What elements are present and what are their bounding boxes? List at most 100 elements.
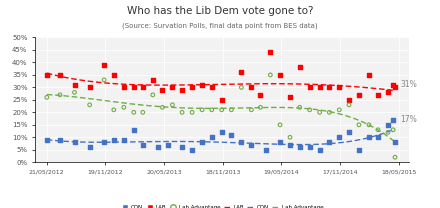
LAB [101, 63, 108, 67]
CON [238, 141, 245, 144]
Lab Advantage [149, 93, 156, 97]
Lab Advantage [248, 108, 255, 111]
LAB [296, 66, 303, 69]
CON [316, 148, 323, 151]
Lab Advantage [286, 136, 293, 139]
LAB [336, 86, 343, 89]
CON [286, 143, 293, 146]
CON [43, 138, 50, 141]
LAB [257, 93, 264, 97]
LAB [169, 86, 176, 89]
Lab Advantage [228, 108, 235, 111]
CON [56, 138, 63, 141]
CON [389, 118, 396, 121]
CON [262, 148, 269, 151]
Lab Advantage [267, 73, 274, 77]
LAB [120, 86, 127, 89]
Lab Advantage [86, 103, 93, 106]
CON [276, 141, 283, 144]
LAB [110, 73, 117, 77]
Legend: CON, LAB, Lab Advantage, LAB, CON, Lab Advantage: CON, LAB, Lab Advantage, LAB, CON, Lab A… [119, 202, 326, 208]
Lab Advantage [365, 123, 372, 126]
Lab Advantage [169, 103, 176, 106]
Text: (Source: Survation Polls, final data point from BES data): (Source: Survation Polls, final data poi… [122, 23, 318, 29]
CON [385, 123, 392, 126]
CON [71, 141, 78, 144]
Lab Advantage [392, 156, 399, 159]
Lab Advantage [326, 111, 333, 114]
Lab Advantage [385, 131, 392, 134]
LAB [286, 96, 293, 99]
CON [198, 141, 205, 144]
Lab Advantage [43, 96, 50, 99]
Lab Advantage [71, 91, 78, 94]
LAB [179, 88, 186, 92]
Lab Advantage [257, 106, 264, 109]
LAB [208, 86, 215, 89]
CON [306, 146, 313, 149]
CON [392, 141, 399, 144]
LAB [326, 86, 333, 89]
Text: 31%: 31% [400, 80, 417, 89]
Lab Advantage [56, 93, 63, 97]
Lab Advantage [356, 123, 363, 126]
Text: Who has the Lib Dem vote gone to?: Who has the Lib Dem vote gone to? [127, 6, 313, 16]
Lab Advantage [336, 108, 343, 111]
CON [365, 136, 372, 139]
CON [179, 146, 186, 149]
CON [345, 131, 352, 134]
Lab Advantage [218, 108, 225, 111]
Lab Advantage [139, 111, 147, 114]
Lab Advantage [316, 111, 323, 114]
Lab Advantage [389, 128, 396, 131]
LAB [385, 91, 392, 94]
CON [110, 138, 117, 141]
CON [189, 148, 196, 151]
LAB [316, 86, 323, 89]
CON [218, 131, 225, 134]
Lab Advantage [101, 78, 108, 82]
Lab Advantage [159, 106, 166, 109]
LAB [389, 83, 396, 87]
Lab Advantage [198, 108, 205, 111]
CON [228, 133, 235, 136]
LAB [345, 98, 352, 102]
CON [130, 128, 137, 131]
LAB [71, 83, 78, 87]
CON [120, 138, 127, 141]
Lab Advantage [179, 111, 186, 114]
LAB [392, 86, 399, 89]
LAB [248, 86, 255, 89]
Lab Advantage [306, 108, 313, 111]
CON [165, 143, 172, 146]
Text: 17%: 17% [400, 115, 417, 124]
Lab Advantage [208, 108, 215, 111]
LAB [365, 73, 372, 77]
CON [248, 143, 255, 146]
LAB [149, 78, 156, 82]
LAB [159, 88, 166, 92]
Lab Advantage [238, 86, 245, 89]
CON [154, 146, 161, 149]
LAB [374, 93, 381, 97]
Lab Advantage [130, 111, 137, 114]
CON [326, 141, 333, 144]
CON [336, 136, 343, 139]
CON [86, 146, 93, 149]
LAB [356, 93, 363, 97]
LAB [306, 86, 313, 89]
Lab Advantage [374, 128, 381, 131]
LAB [43, 73, 50, 77]
CON [356, 148, 363, 151]
LAB [56, 73, 63, 77]
CON [101, 141, 108, 144]
Lab Advantage [345, 103, 352, 106]
LAB [86, 86, 93, 89]
Lab Advantage [296, 106, 303, 109]
LAB [189, 86, 196, 89]
CON [374, 136, 381, 139]
LAB [139, 86, 147, 89]
LAB [267, 51, 274, 54]
LAB [238, 71, 245, 74]
Lab Advantage [120, 106, 127, 109]
